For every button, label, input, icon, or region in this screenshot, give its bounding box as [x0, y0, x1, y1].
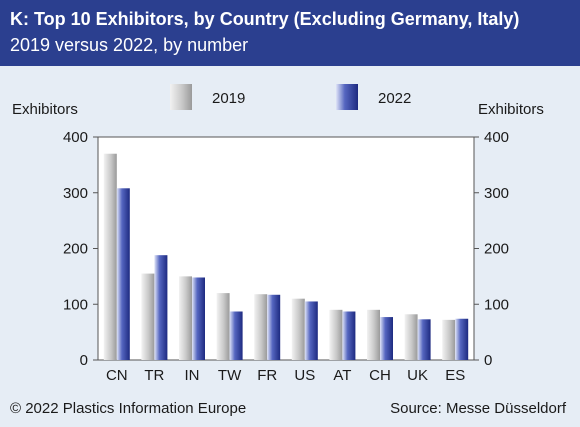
bar-2022-fr	[267, 294, 281, 360]
x-tick-label: CH	[369, 367, 391, 384]
legend-label-2019: 2019	[212, 90, 245, 107]
y-tick-label-left: 100	[63, 296, 88, 313]
y-tick-label-right: 0	[484, 352, 492, 369]
y-tick-label-left: 400	[63, 129, 88, 146]
x-tick-label: ES	[445, 367, 465, 384]
y-tick-label-left: 300	[63, 185, 88, 202]
legend-label-2022: 2022	[378, 90, 411, 107]
y-tick-label-left: 200	[63, 241, 88, 258]
bar-2019-at	[329, 309, 343, 360]
y-axis-label-left: Exhibitors	[12, 101, 78, 118]
x-tick-label: CN	[106, 367, 128, 384]
bar-2019-cn	[103, 153, 117, 360]
x-tick-label: TW	[218, 367, 242, 384]
x-tick-label: IN	[185, 367, 200, 384]
bar-2022-es	[455, 318, 469, 360]
chart-subtitle: 2019 versus 2022, by number	[10, 35, 249, 55]
bar-2019-uk	[404, 314, 418, 360]
bar-2019-ch	[367, 309, 380, 360]
bar-2022-tr	[154, 255, 168, 360]
y-tick-label-left: 0	[80, 352, 88, 369]
y-tick-label-right: 100	[484, 296, 509, 313]
source-text: Source: Messe Düsseldorf	[390, 400, 566, 417]
chart-title: K: Top 10 Exhibitors, by Country (Exclud…	[10, 9, 520, 29]
y-tick-label-right: 300	[484, 185, 509, 202]
bar-2022-in	[192, 277, 205, 360]
legend-swatch-2022	[336, 84, 358, 110]
bar-2019-tr	[141, 273, 155, 360]
x-tick-label: US	[294, 367, 315, 384]
x-tick-label: FR	[257, 367, 277, 384]
bar-2022-cn	[116, 188, 130, 360]
bar-2022-at	[342, 311, 356, 360]
chart-footer: © 2022 Plastics Information Europe Sourc…	[0, 388, 580, 427]
y-axis-label-right: Exhibitors	[478, 101, 544, 118]
x-tick-label: UK	[407, 367, 428, 384]
bar-2019-tw	[216, 293, 230, 360]
bar-2019-in	[179, 276, 192, 360]
bar-2019-es	[442, 319, 456, 360]
bar-2022-uk	[417, 319, 431, 360]
bar-2019-fr	[254, 294, 268, 360]
bar-2022-ch	[380, 317, 393, 360]
legend-swatch-2019	[170, 84, 192, 110]
bar-2022-us	[304, 301, 318, 360]
x-tick-label: AT	[333, 367, 351, 384]
bar-chart: 0 100 200 300 400 0 100 200 300 400 CN TR IN TW FR US…	[12, 84, 544, 384]
x-tick-label: TR	[144, 367, 164, 384]
chart-header: K: Top 10 Exhibitors, by Country (Exclud…	[0, 0, 580, 66]
y-tick-label-right: 200	[484, 241, 509, 258]
bar-2019-us	[291, 298, 305, 360]
bar-2022-tw	[229, 311, 243, 360]
copyright-text: © 2022 Plastics Information Europe	[10, 400, 247, 417]
y-tick-label-right: 400	[484, 129, 509, 146]
